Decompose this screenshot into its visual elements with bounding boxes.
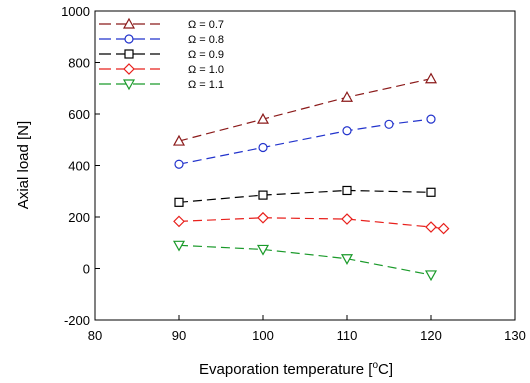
data-point	[258, 190, 268, 200]
x-tick-label: 90	[172, 328, 186, 343]
legend: Ω = 0.7 Ω = 0.8 Ω = 0.9 Ω = 1.0 Ω = 1.1	[99, 17, 224, 91]
series-1	[172, 72, 438, 146]
data-point	[172, 134, 186, 146]
data-point	[384, 119, 394, 129]
data-point	[341, 213, 353, 225]
series-line	[178, 189, 432, 203]
y-tick-label: 0	[83, 262, 90, 277]
tick-labels: 80 90 100 110 120 130 -200 0 200 400 600 800 1000	[61, 4, 526, 343]
data-point	[257, 211, 269, 224]
series-4	[173, 211, 450, 235]
y-tick-label: 800	[68, 56, 90, 71]
legend-label: Ω = 0.8	[188, 34, 224, 46]
data-point	[426, 187, 436, 197]
y-tick-label: -200	[64, 313, 90, 328]
legend-label: Ω = 0.9	[188, 49, 224, 61]
data-point	[340, 254, 354, 265]
legend-label: Ω = 0.7	[188, 19, 224, 31]
data-point	[258, 142, 268, 153]
legend-marker	[124, 49, 134, 59]
data-point	[174, 159, 184, 169]
data-point	[256, 112, 270, 124]
x-axis-label: Evaporation temperature [oC]	[199, 360, 393, 378]
y-tick-label: 600	[68, 107, 90, 122]
legend-marker	[123, 63, 135, 75]
data-point	[342, 126, 352, 136]
data-point	[172, 240, 186, 252]
series-line	[178, 244, 432, 276]
legend-entry: Ω = 0.7	[99, 17, 224, 31]
plot-frame	[94, 10, 516, 321]
data-point	[173, 215, 185, 228]
x-tick-label: 110	[337, 328, 358, 343]
data-point	[340, 91, 354, 102]
y-axis-label: Axial load [N]	[15, 121, 32, 209]
legend-label: Ω = 1.0	[188, 64, 224, 76]
legend-entry: Ω = 1.0	[99, 63, 224, 76]
data-point	[174, 197, 184, 207]
series-line	[178, 78, 432, 142]
legend-entry: Ω = 1.1	[99, 79, 224, 91]
y-tick-label: 1000	[61, 4, 90, 19]
legend-marker	[122, 79, 136, 91]
series-line	[178, 217, 444, 230]
x-tick-label: 100	[252, 328, 274, 343]
legend-marker	[122, 17, 136, 29]
series-layer	[172, 72, 450, 282]
series-3	[174, 185, 436, 207]
legend-entry: Ω = 0.9	[99, 49, 224, 61]
data-point	[437, 222, 450, 235]
legend-marker	[124, 34, 134, 44]
data-point	[424, 270, 438, 282]
data-point	[425, 221, 437, 233]
axes	[94, 10, 516, 321]
data-point	[256, 244, 270, 256]
series-2	[174, 114, 436, 169]
data-point	[424, 72, 438, 84]
x-tick-label: 130	[504, 328, 526, 343]
data-point	[342, 185, 352, 196]
series-5	[172, 240, 438, 282]
y-tick-label: 200	[68, 210, 90, 225]
legend-entry: Ω = 0.8	[99, 34, 224, 46]
data-point	[426, 114, 436, 124]
y-tick-label: 400	[68, 159, 90, 174]
x-tick-label: 80	[88, 328, 102, 343]
x-tick-label: 120	[420, 328, 442, 343]
legend-label: Ω = 1.1	[188, 79, 224, 91]
